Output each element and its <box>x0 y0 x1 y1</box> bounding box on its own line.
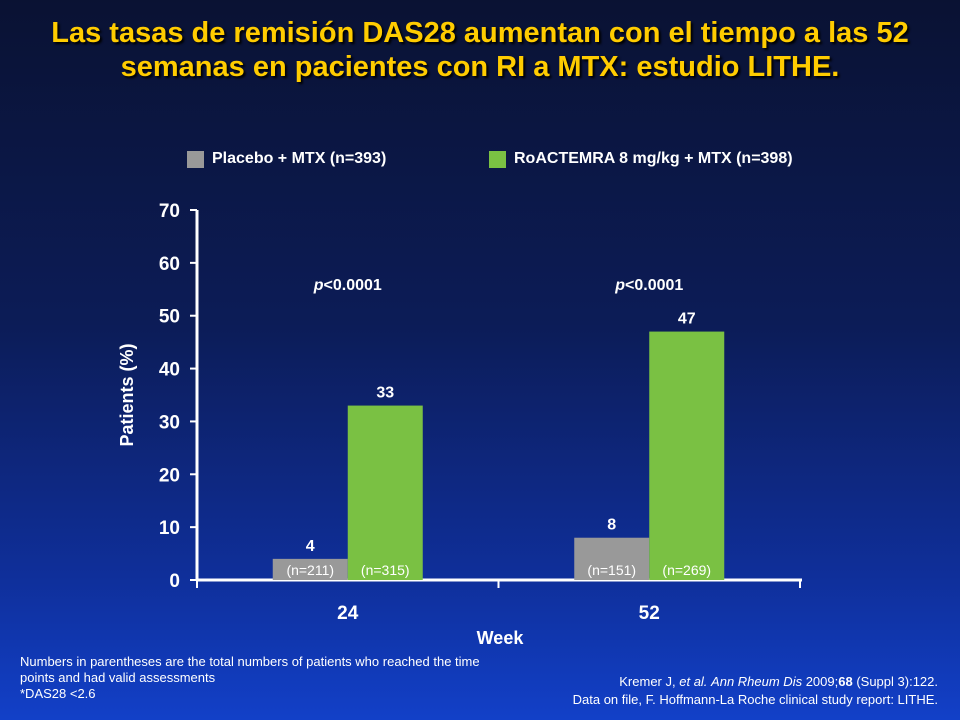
legend-label-actemra: RoACTEMRA 8 mg/kg + MTX (n=398) <box>514 150 793 167</box>
data-label: 47 <box>678 311 696 328</box>
x-tick-label: 24 <box>337 603 359 624</box>
source-line-2: Data on file, F. Hoffmann-La Roche clini… <box>572 692 938 707</box>
n-label: (n=211) <box>286 562 334 578</box>
y-tick-label: 10 <box>159 518 180 539</box>
y-tick-label: 30 <box>159 412 180 433</box>
y-tick-label: 70 <box>159 201 180 222</box>
bar <box>272 558 348 580</box>
source-line-1: Kremer J, et al. Ann Rheum Dis 2009;68 (… <box>573 673 938 691</box>
n-label: (n=315) <box>361 562 410 578</box>
chart-legend: Placebo + MTX (n=393) RoACTEMRA 8 mg/kg … <box>0 150 960 174</box>
y-tick-label: 60 <box>159 254 180 275</box>
slide-title: Las tasas de remisión DAS28 aumentan con… <box>51 17 909 83</box>
y-tick-label: 0 <box>169 571 180 592</box>
p-value-label: p<0.0001 <box>313 277 382 294</box>
source-authors: Kremer J, <box>619 674 680 689</box>
data-label: 4 <box>306 538 315 555</box>
source-year: 2009; <box>802 674 839 689</box>
n-label: (n=151) <box>587 562 636 578</box>
n-label: (n=269) <box>662 562 711 578</box>
legend-swatch-placebo <box>187 150 204 168</box>
y-tick-label: 40 <box>159 360 180 381</box>
footnote-line-1: Numbers in parentheses are the total num… <box>20 654 480 685</box>
legend-label-placebo: Placebo + MTX (n=393) <box>212 150 387 167</box>
p-value-label: p<0.0001 <box>614 277 683 294</box>
source-journal: Ann Rheum Dis <box>711 674 803 689</box>
bar <box>649 331 725 580</box>
footnote-line-2: *DAS28 <2.6 <box>20 686 96 701</box>
bar <box>574 537 650 580</box>
y-axis-title: Patients (%) <box>117 343 137 446</box>
source-pages: (Suppl 3):122. <box>852 674 938 689</box>
footnote: Numbers in parentheses are the total num… <box>20 654 480 702</box>
legend-item-actemra: RoACTEMRA 8 mg/kg + MTX (n=398) <box>489 150 793 168</box>
x-axis-title: Week <box>477 628 525 648</box>
data-label: 8 <box>607 517 616 534</box>
data-label: 33 <box>376 385 394 402</box>
source-volume: 68 <box>838 674 853 689</box>
legend-swatch-actemra <box>489 150 506 168</box>
source-etal: et al. <box>679 674 708 689</box>
y-tick-label: 50 <box>159 307 180 328</box>
legend-item-placebo: Placebo + MTX (n=393) <box>187 150 386 168</box>
bar <box>347 405 423 580</box>
x-tick-label: 52 <box>639 603 660 624</box>
source-citation: Kremer J, et al. Ann Rheum Dis 2009;68 (… <box>573 673 938 709</box>
y-tick-label: 20 <box>159 465 180 486</box>
